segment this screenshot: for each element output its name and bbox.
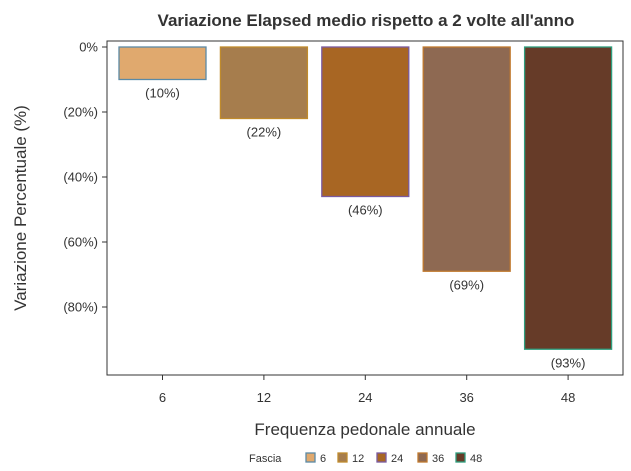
- legend-title: Fascia: [249, 453, 282, 465]
- legend-swatch-36: [417, 452, 428, 463]
- legend-label-6: 6: [320, 453, 326, 465]
- x-tick-label: 48: [561, 390, 575, 405]
- y-tick-label: (60%): [63, 235, 98, 250]
- legend-label-36: 36: [432, 453, 444, 465]
- y-tick-label: (20%): [63, 105, 98, 120]
- bar-24: [321, 46, 410, 198]
- x-axis-title: Frequenza pedonale annuale: [254, 420, 475, 439]
- chart-title: Variazione Elapsed medio rispetto a 2 vo…: [158, 11, 575, 30]
- legend-label-12: 12: [352, 453, 364, 465]
- x-tick-label: 12: [257, 390, 271, 405]
- data-label-48: (93%): [551, 355, 586, 370]
- legend-label-48: 48: [470, 453, 482, 465]
- data-labels: (10%) (22%) (46%) (69%) (93%): [145, 86, 585, 371]
- legend-swatch-12: [337, 452, 348, 463]
- bar-12: [219, 46, 309, 120]
- data-label-6: (10%): [145, 86, 180, 101]
- legend: Fascia 6 12 24 36 48: [249, 452, 482, 465]
- y-axis-title: Variazione Percentuale (%): [11, 105, 30, 311]
- legend-swatch-6: [305, 452, 316, 463]
- data-label-24: (46%): [348, 203, 383, 218]
- bar-48: [523, 46, 613, 350]
- y-tick-label: (80%): [63, 300, 98, 315]
- x-tick-label: 36: [459, 390, 473, 405]
- y-tick-label: 0%: [79, 40, 98, 55]
- x-tick-label: 6: [159, 390, 166, 405]
- legend-items: 6 12 24 36 48: [305, 452, 482, 465]
- legend-swatch-24: [376, 452, 387, 463]
- data-label-36: (69%): [449, 277, 484, 292]
- y-axis-ticks: 0% (20%) (40%) (60%) (80%): [63, 40, 107, 315]
- y-tick-label: (40%): [63, 170, 98, 185]
- bar-36: [422, 46, 511, 272]
- x-tick-label: 24: [358, 390, 372, 405]
- x-axis-ticks: 6 12 24 36 48: [159, 375, 575, 405]
- bar-series: [118, 46, 613, 350]
- legend-swatch-48: [455, 452, 466, 463]
- bar-6: [118, 46, 207, 81]
- data-label-12: (22%): [247, 125, 282, 140]
- legend-label-24: 24: [391, 453, 403, 465]
